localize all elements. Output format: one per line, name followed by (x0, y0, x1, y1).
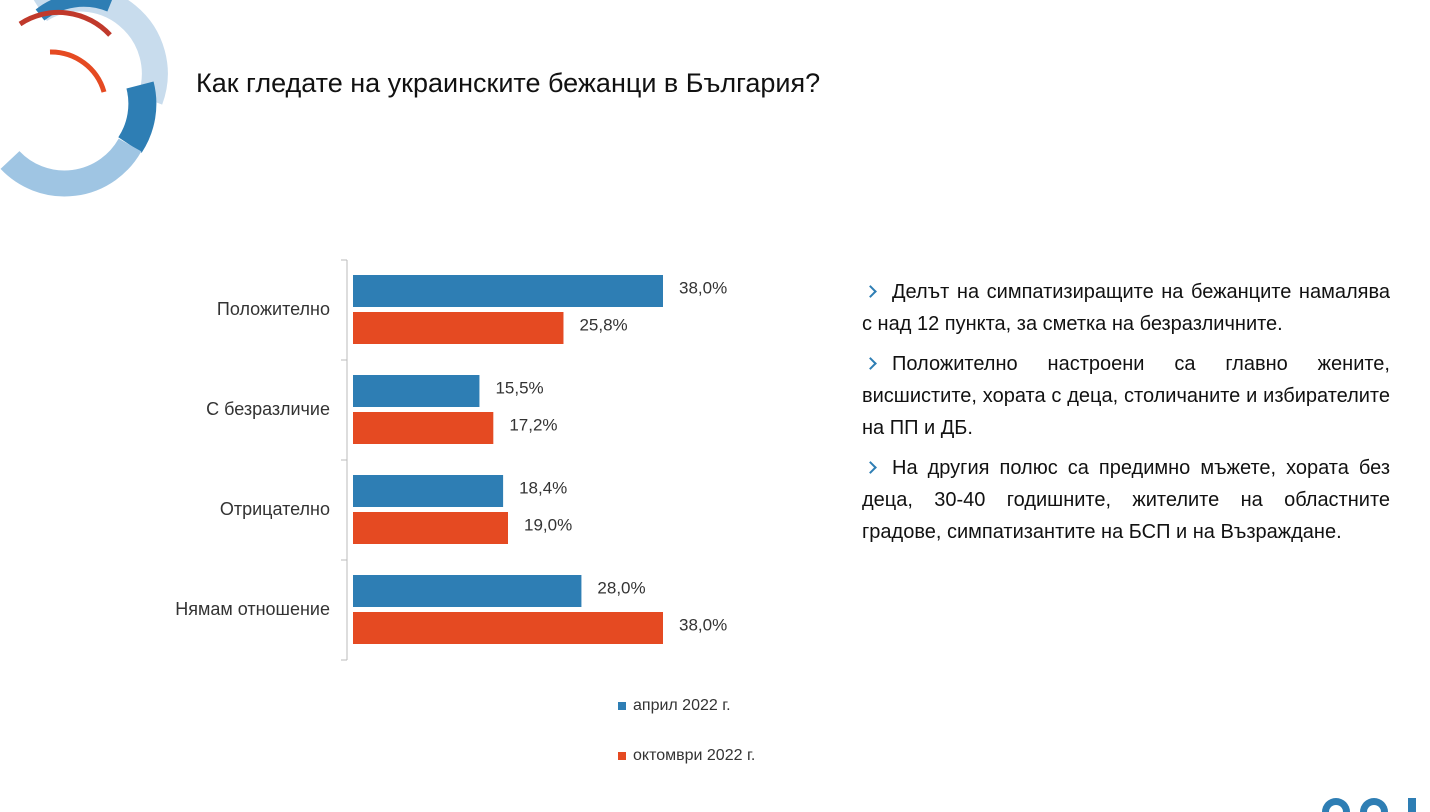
bar (353, 375, 480, 407)
value-label: 25,8% (579, 315, 627, 334)
bar (353, 612, 663, 644)
bar (353, 275, 663, 307)
note-text: На другия полюс са предимно мъжете, хора… (862, 457, 1390, 543)
note-text: Положително настроени са главно жените, … (862, 353, 1390, 439)
corner-logo (1322, 798, 1416, 812)
legend-label: октомври 2022 г. (633, 747, 755, 764)
notes: Делът на симпатизиращите на бежанците на… (862, 276, 1390, 556)
value-label: 19,0% (524, 515, 572, 534)
value-label: 38,0% (679, 278, 727, 297)
note: Делът на симпатизиращите на бежанците на… (862, 276, 1390, 340)
bar (353, 475, 504, 507)
note: На другия полюс са предимно мъжете, хора… (862, 452, 1390, 548)
value-label: 38,0% (679, 615, 727, 634)
bullet-icon (864, 461, 877, 474)
bar (353, 575, 582, 607)
value-label: 28,0% (597, 578, 645, 597)
logo (0, 0, 168, 197)
legend-swatch (618, 752, 626, 760)
bar (353, 312, 564, 344)
category-label: Отрицателно (220, 499, 330, 519)
value-label: 18,4% (519, 478, 567, 497)
bullet-icon (864, 285, 877, 298)
note: Положително настроени са главно жените, … (862, 348, 1390, 444)
bar (353, 412, 494, 444)
category-label: Положително (217, 299, 330, 319)
bullet-icon (864, 357, 877, 370)
category-label: С безразличие (206, 399, 330, 419)
legend-swatch (618, 702, 626, 710)
note-text: Делът на симпатизиращите на бежанците на… (862, 281, 1390, 335)
category-label: Нямам отношение (175, 599, 330, 619)
value-label: 17,2% (509, 415, 557, 434)
legend-label: април 2022 г. (633, 697, 731, 714)
bar (353, 512, 508, 544)
slide-title: Как гледате на украинските бежанци в Бъл… (196, 68, 821, 98)
value-label: 15,5% (495, 378, 543, 397)
